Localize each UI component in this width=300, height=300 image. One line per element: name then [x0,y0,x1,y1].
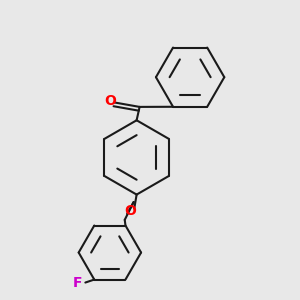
Text: O: O [125,204,136,218]
Text: F: F [73,275,83,290]
Text: O: O [104,94,116,108]
